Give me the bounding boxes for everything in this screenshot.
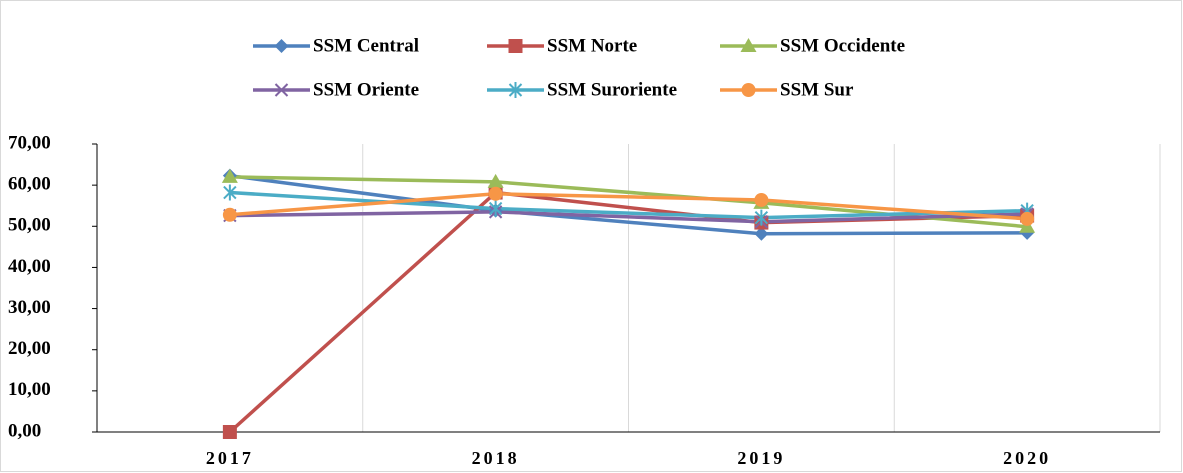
marker xyxy=(223,184,237,201)
y-tick-label: 0,00 xyxy=(8,420,41,441)
x-tick-label: 2017 xyxy=(206,448,254,468)
y-tick-label: 50,00 xyxy=(8,215,51,236)
marker xyxy=(1020,211,1035,226)
x-tick-label: 2020 xyxy=(1003,448,1051,468)
series-line xyxy=(229,173,1028,236)
legend-label: SSM Sur xyxy=(780,79,854,100)
x-tick-label: 2018 xyxy=(472,448,520,468)
marker xyxy=(222,207,237,222)
marker xyxy=(754,192,769,207)
y-tick-label: 40,00 xyxy=(8,256,51,277)
series-line xyxy=(229,192,1028,221)
legend-label: SSM Oriente xyxy=(313,79,419,100)
marker xyxy=(754,209,769,226)
legend-label: SSM Suroriente xyxy=(547,79,677,100)
marker xyxy=(740,38,757,52)
marker xyxy=(221,168,238,183)
y-tick-label: 20,00 xyxy=(8,338,51,359)
series-line xyxy=(229,190,1028,220)
marker xyxy=(488,186,503,201)
series-line xyxy=(229,210,1028,224)
legend-label: SSM Occidente xyxy=(780,35,905,56)
marker xyxy=(487,173,504,188)
marker xyxy=(274,83,289,97)
legend-label: SSM Central xyxy=(313,35,419,56)
legend-label: SSM Norte xyxy=(547,35,637,56)
marker xyxy=(508,39,523,53)
marker xyxy=(741,83,756,97)
y-tick-label: 60,00 xyxy=(8,174,51,195)
y-tick-label: 70,00 xyxy=(8,132,51,153)
marker xyxy=(508,82,523,98)
y-tick-label: 10,00 xyxy=(8,379,51,400)
x-tick-label: 2019 xyxy=(737,448,785,468)
marker xyxy=(488,200,503,217)
marker xyxy=(754,226,769,241)
marker xyxy=(274,39,289,53)
marker xyxy=(222,425,237,439)
y-tick-label: 30,00 xyxy=(8,297,51,318)
